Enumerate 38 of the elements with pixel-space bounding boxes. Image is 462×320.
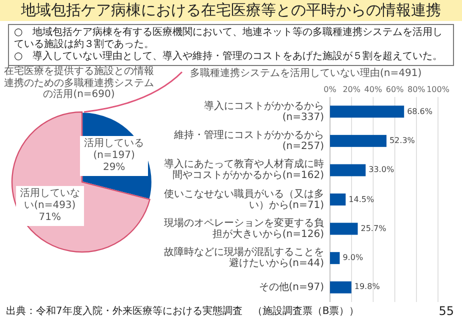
data-label: 25.7% xyxy=(360,224,386,234)
x-tick-label: 20% xyxy=(342,85,360,94)
bar xyxy=(330,252,340,264)
data-label: 29% xyxy=(102,162,126,174)
x-tick-label: 80% xyxy=(408,85,426,94)
bar xyxy=(330,222,358,235)
y-tick-label: 導入にあたって教育や人材育成に時間やコストがかかるから(n=162) xyxy=(164,159,324,182)
y-tick-label: 維持・管理にコストがかかるから(n=257) xyxy=(173,130,324,152)
data-label: 33.0% xyxy=(368,165,394,176)
bar xyxy=(330,164,366,176)
data-label: 19.8% xyxy=(354,282,380,292)
y-tick-label: 故障時などに現場が混乱することを避けたいから(n=44) xyxy=(164,247,324,270)
data-label: 71% xyxy=(38,212,62,224)
y-tick-label: 現場のオペレーションを変更する負担が大きいから(n=126) xyxy=(164,218,324,240)
data-label: 9.0% xyxy=(342,253,364,264)
text: 地域包括ケア病棟における在宅医療等との平時からの情報連携 xyxy=(0,1,462,19)
x-tick-label: 60% xyxy=(386,85,404,94)
y-tick-label: 使いこなせない職員がいる（又は多い）から(n=71) xyxy=(164,188,324,210)
text: ○ 導入していない理由として、導入や維持・管理のコストをあげた施設が５割を超えていた。 xyxy=(14,51,444,63)
chart-title: 在宅医療を提供する施設との情報連携のための多職種連携システムの活用(n=690) xyxy=(4,66,154,100)
slice-label: 活用している(n=197) xyxy=(83,138,146,162)
y-tick-label: その他(n=97) xyxy=(258,282,324,293)
source-note: 出典：令和7年度入院・外来医療等における実態調査 （施設調査票（B票）） xyxy=(6,306,360,317)
bar xyxy=(330,194,346,206)
x-tick-label: 40% xyxy=(364,85,382,94)
text: 55 xyxy=(438,304,454,318)
y-tick-label: 導入にコストがかかるから(n=337) xyxy=(203,100,324,123)
x-tick-label: 100% xyxy=(426,85,450,94)
data-label: 14.5% xyxy=(348,194,374,204)
bar xyxy=(330,281,352,294)
data-label: 52.3% xyxy=(389,136,415,146)
bar xyxy=(330,106,404,118)
chart-title: 多職種連携システムを活用していない理由(n=491) xyxy=(190,68,422,79)
x-tick-label: 0% xyxy=(324,85,336,94)
slice-label: 活用していない(n=493) xyxy=(18,188,81,212)
data-label: 68.6% xyxy=(407,106,432,117)
bar xyxy=(330,134,386,147)
text: ○ 地域包括ケア病棟を有する医療機関において、地連ネット等の多職種連携システムを活用している施設は約３割であった。 xyxy=(14,27,444,50)
